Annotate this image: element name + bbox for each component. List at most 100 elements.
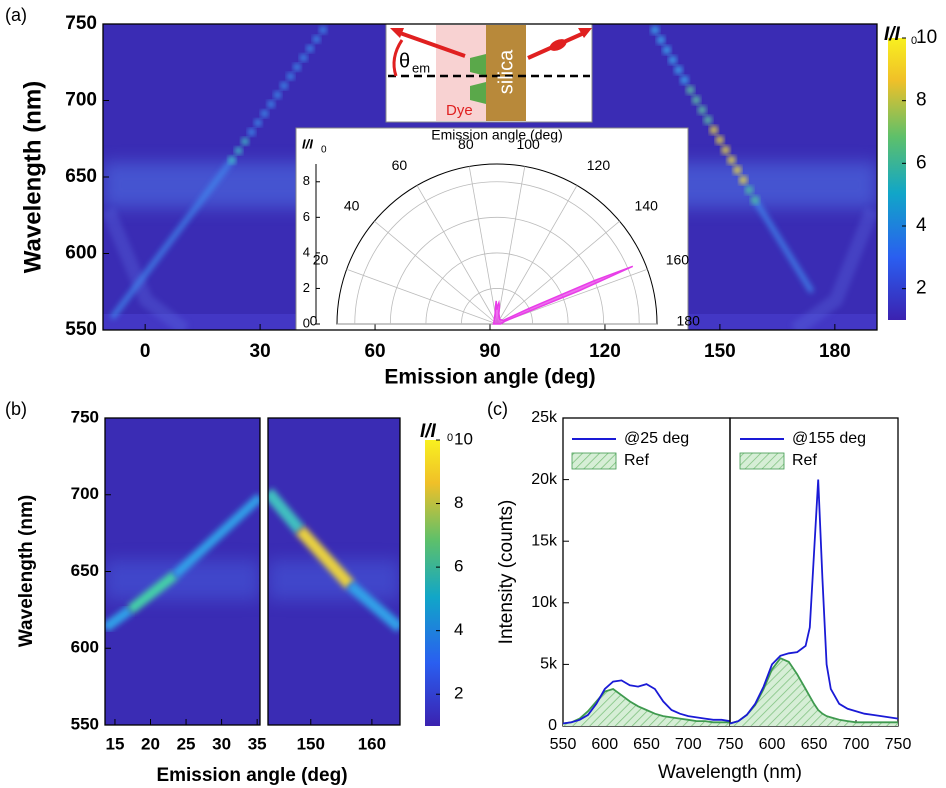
colorbar bbox=[888, 38, 906, 320]
heatmap-feature bbox=[110, 158, 234, 320]
heatmap-feature bbox=[674, 66, 683, 74]
heatmap-feature bbox=[727, 156, 736, 164]
polar-title: Emission angle (deg) bbox=[431, 127, 563, 143]
r-axis-label: I/I bbox=[302, 136, 313, 151]
polar-grid-arc bbox=[354, 181, 640, 325]
heatmap-image bbox=[268, 418, 400, 725]
series-line bbox=[562, 688, 730, 725]
x-tick-label: 35 bbox=[248, 734, 267, 753]
heatmap-feature bbox=[656, 36, 665, 44]
series-line bbox=[562, 679, 731, 725]
y-tick-label: 650 bbox=[71, 561, 99, 580]
polar-grid-arc bbox=[389, 217, 605, 325]
theta-label: θ bbox=[399, 50, 410, 72]
angle-arc bbox=[392, 39, 404, 77]
dye-label: Dye bbox=[446, 102, 473, 119]
colorbar-label-sub: 0 bbox=[447, 432, 453, 444]
area-fill bbox=[730, 658, 898, 726]
y-tick-label: 25k bbox=[531, 409, 558, 426]
colorbar-tick-label: 2 bbox=[454, 684, 463, 703]
y-tick-label: 20k bbox=[531, 471, 558, 488]
r-tick-label: 0 bbox=[303, 315, 310, 330]
heatmap-image bbox=[105, 418, 260, 725]
heatmap-feature bbox=[319, 26, 327, 34]
panel-label: (b) bbox=[5, 399, 27, 419]
legend-label: @25 deg bbox=[624, 430, 689, 447]
theta-sub: em bbox=[412, 60, 430, 75]
x-tick-label: 700 bbox=[675, 736, 702, 753]
y-tick-label: 750 bbox=[65, 13, 97, 34]
polar-inset-box bbox=[295, 127, 689, 331]
y-tick-label: 5k bbox=[540, 656, 558, 673]
theta-tick-label: 100 bbox=[516, 136, 540, 152]
x-tick-label: 160 bbox=[358, 734, 386, 753]
x-axis-label: Emission angle (deg) bbox=[156, 765, 347, 786]
colorbar-tick-label: 6 bbox=[916, 152, 927, 173]
heatmap-feature bbox=[254, 119, 262, 127]
heatmap-feature bbox=[698, 106, 707, 114]
heatmap-feature bbox=[739, 176, 748, 184]
y-tick-label: 10k bbox=[531, 594, 558, 611]
heatmap-feature bbox=[267, 100, 275, 108]
y-axis-label: Wavelength (nm) bbox=[19, 81, 46, 273]
polar-grid-spoke bbox=[416, 185, 498, 325]
theta-tick-label: 60 bbox=[392, 157, 408, 173]
heatmap-feature bbox=[733, 166, 742, 174]
polar-grid-spoke bbox=[346, 268, 498, 325]
theta-tick-label: 80 bbox=[458, 136, 474, 152]
colorbar-tick-label: 4 bbox=[454, 620, 463, 639]
heatmap-feature bbox=[651, 26, 659, 34]
heatmap-feature bbox=[721, 146, 730, 154]
legend-label: Ref bbox=[792, 452, 817, 469]
silica-label: silica bbox=[495, 49, 517, 94]
colorbar-tick-label: 4 bbox=[916, 215, 927, 236]
colorbar bbox=[425, 440, 440, 726]
x-tick-label: 20 bbox=[141, 734, 160, 753]
arrow-head bbox=[578, 28, 592, 38]
heatmap-feature bbox=[692, 96, 701, 104]
heatmap-feature bbox=[126, 571, 179, 614]
heatmap-feature bbox=[273, 91, 282, 99]
x-axis-label: Emission angle (deg) bbox=[384, 366, 595, 389]
r-axis-label-sub: 0 bbox=[321, 145, 327, 156]
r-tick-label: 6 bbox=[303, 209, 310, 224]
arrow bbox=[399, 31, 466, 58]
y-axis-label: Wavelength (nm) bbox=[16, 495, 37, 647]
heatmap-feature bbox=[703, 116, 712, 124]
x-tick-label: 120 bbox=[589, 341, 621, 362]
y-tick-label: 550 bbox=[71, 714, 99, 733]
polar-series bbox=[492, 265, 634, 325]
heatmap-feature bbox=[752, 198, 815, 294]
x-tick-label: 180 bbox=[819, 341, 851, 362]
colorbar-tick-label: 8 bbox=[916, 90, 927, 111]
heatmap-feature bbox=[745, 186, 754, 194]
heatmap-feature bbox=[247, 128, 256, 136]
series-line bbox=[729, 657, 898, 725]
colorbar-tick-label: 8 bbox=[454, 493, 463, 512]
polar-grid-spoke bbox=[496, 220, 620, 325]
colorbar-tick-label: 2 bbox=[916, 278, 927, 299]
x-tick-label: 30 bbox=[212, 734, 231, 753]
legend-label: @155 deg bbox=[792, 430, 866, 447]
x-tick-label: 750 bbox=[717, 736, 744, 753]
x-tick-label: 750 bbox=[885, 736, 912, 753]
heatmap-feature bbox=[105, 605, 133, 633]
r-tick-label: 4 bbox=[303, 244, 310, 259]
theta-tick-label: 20 bbox=[313, 251, 329, 267]
x-tick-label: 30 bbox=[250, 341, 271, 362]
heatmap-feature bbox=[346, 580, 400, 633]
panel-label: (c) bbox=[487, 399, 508, 419]
polar-grid-spoke bbox=[468, 166, 498, 325]
theta-tick-label: 40 bbox=[344, 197, 360, 213]
heatmap-feature bbox=[280, 82, 288, 90]
heatmap-feature bbox=[234, 147, 243, 155]
heatmap-feature bbox=[268, 488, 305, 534]
y-tick-label: 0 bbox=[548, 717, 557, 734]
r-tick-label: 2 bbox=[303, 280, 310, 295]
x-axis-label: Wavelength (nm) bbox=[658, 762, 802, 783]
heatmap-feature bbox=[286, 72, 295, 81]
polar-grid-arc bbox=[425, 252, 569, 325]
polar-grid-spoke bbox=[496, 166, 526, 325]
